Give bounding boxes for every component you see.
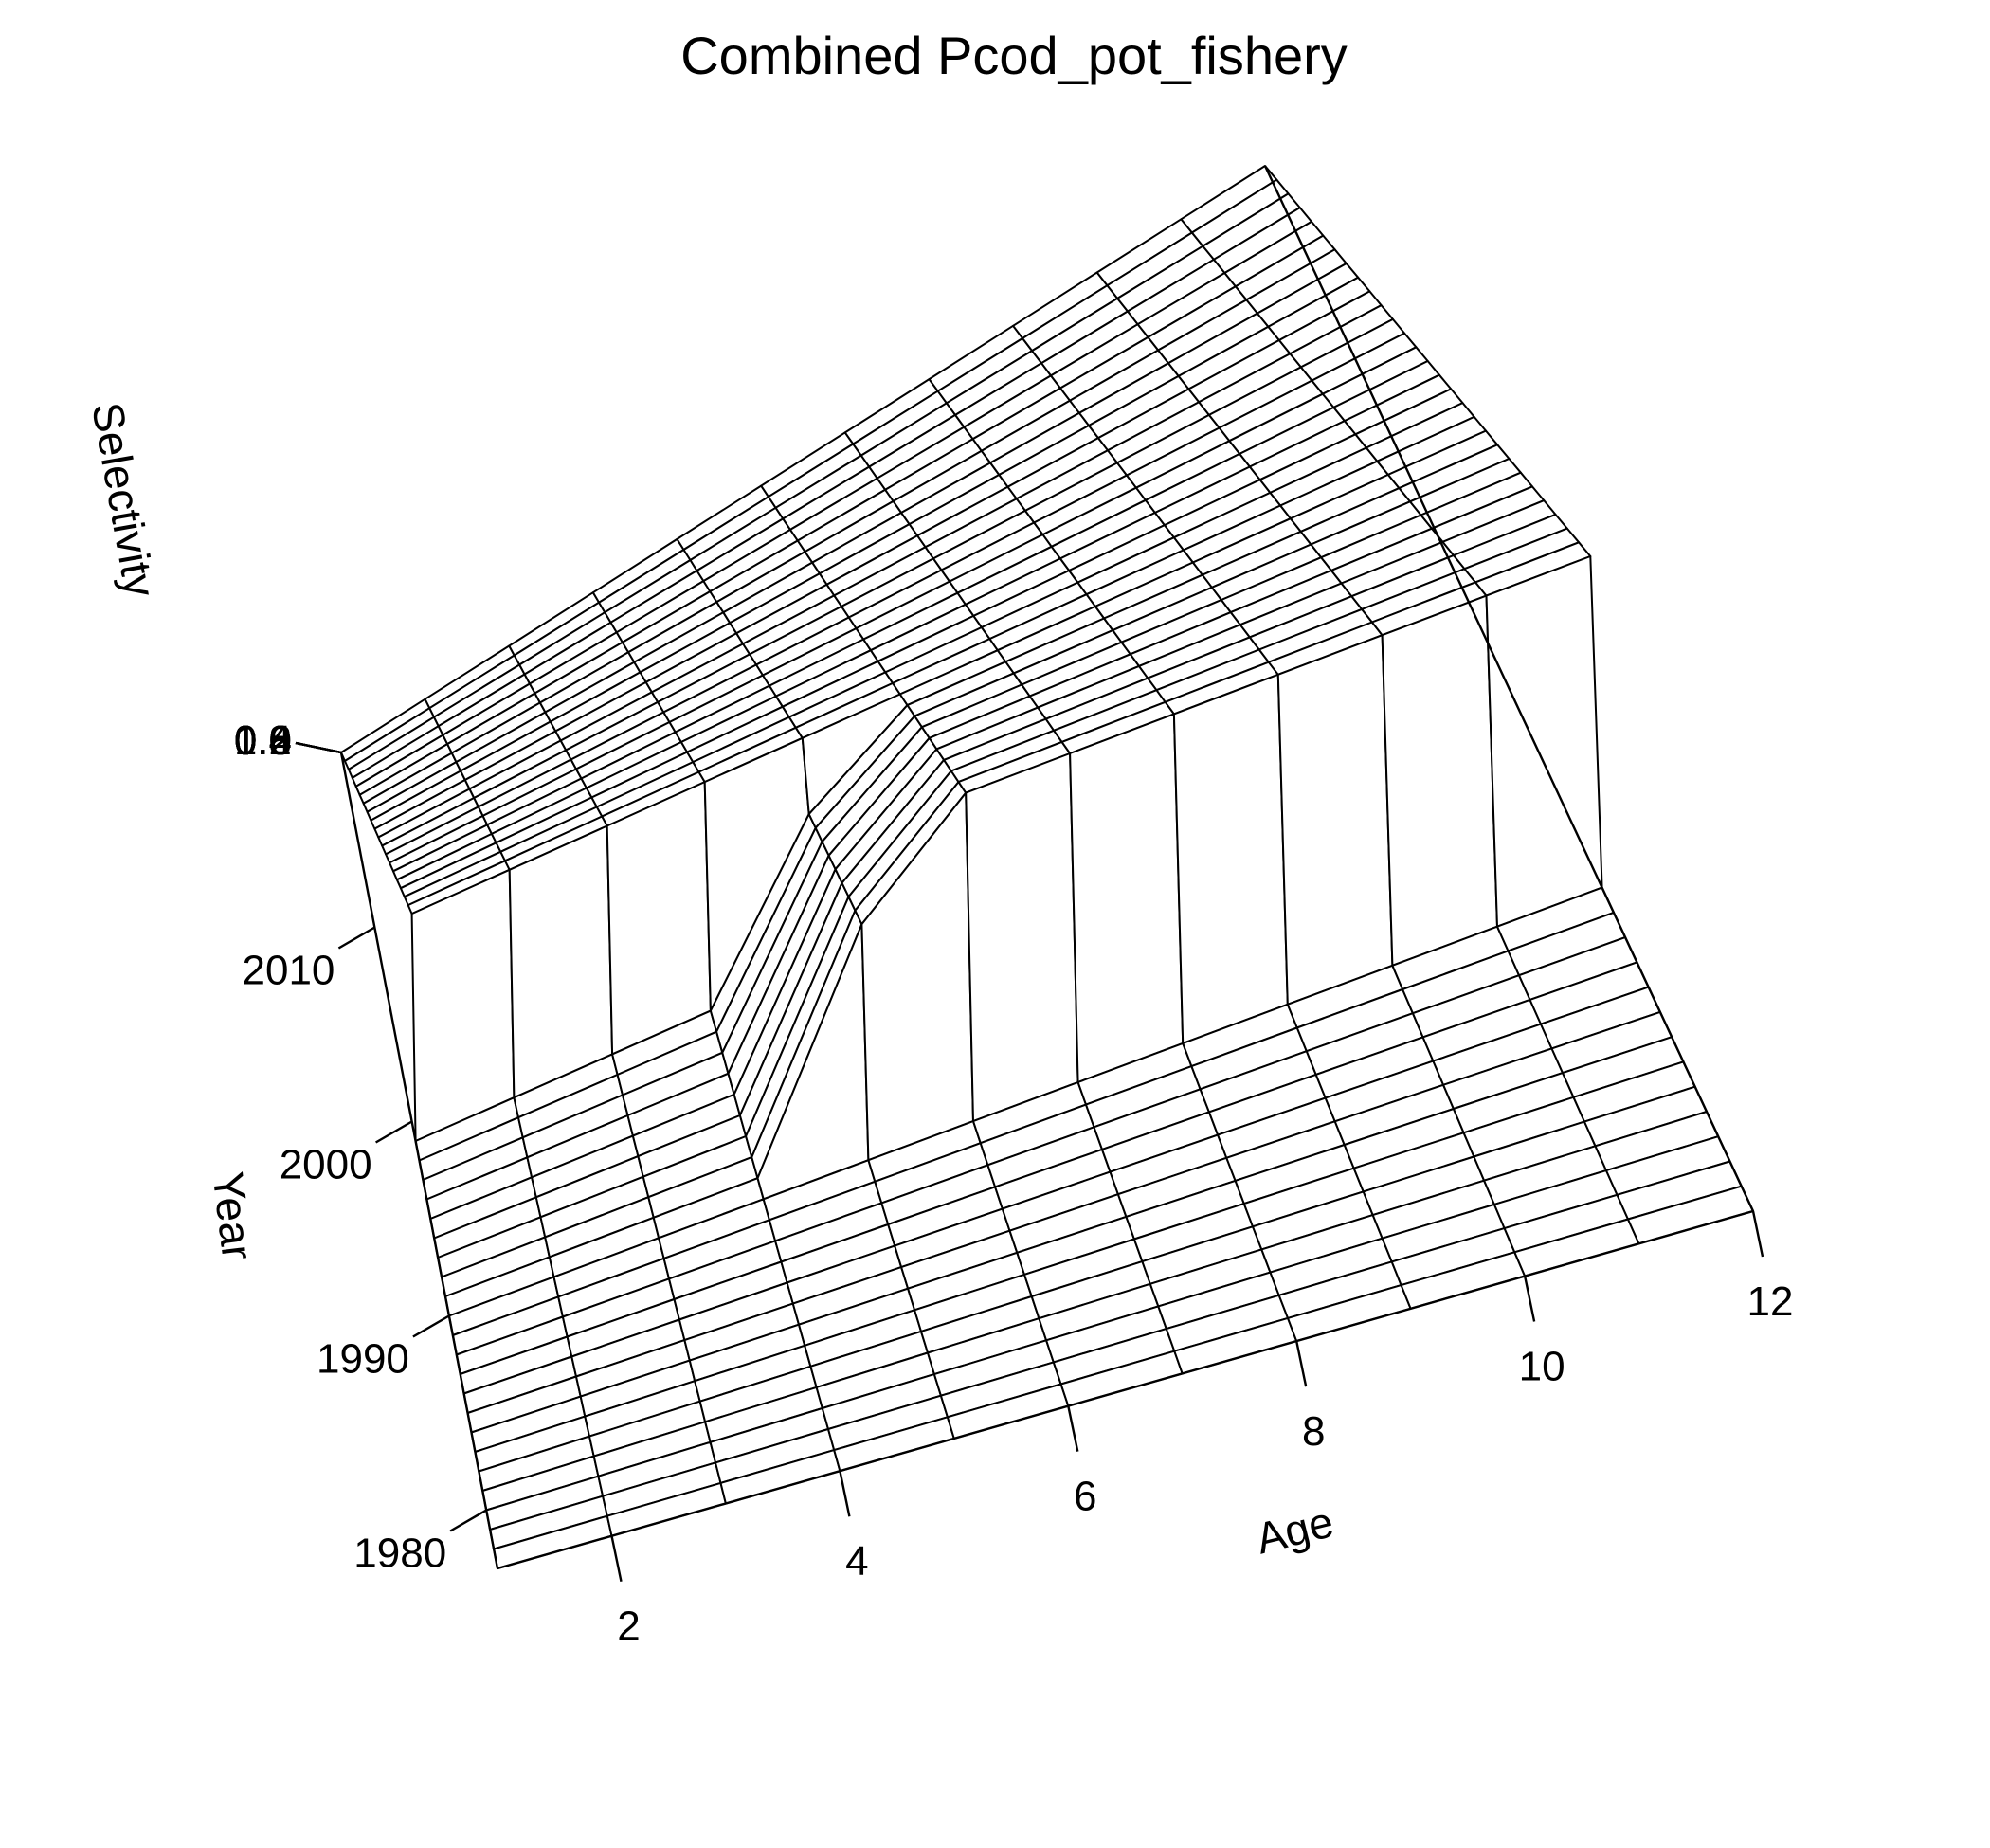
age-tick [1751,1210,1764,1258]
selectivity-tick-label: 0.0 [234,717,292,764]
surface-cell [410,868,516,1142]
age-tick [1295,1340,1308,1387]
selectivity-tick-label: 0.6 [234,717,292,764]
selectivity-tick-label: 0.2 [234,717,292,764]
axes [339,165,1755,1570]
age-tick [1523,1276,1536,1322]
year-tick-label: 1990 [317,1336,409,1383]
year-tick [337,926,376,950]
year-tick [412,1314,450,1338]
age-tick-label: 10 [1519,1344,1565,1390]
age-tick-label: 12 [1747,1278,1794,1325]
base-right-edge [1263,165,1755,1212]
age-tick [839,1470,851,1517]
x-axis-label: Age [1251,1496,1338,1563]
age-axis-line [497,1209,1754,1570]
year-tick-label: 2010 [243,948,335,994]
chart-title: Combined Pcod_pot_fishery [680,26,1348,85]
surface-cell [606,781,712,1056]
surface-cell [1485,555,1603,928]
tick-labels: 2 4 6 8 10 12 1980 1990 2000 2010 0.00.20.40.60.81… [234,717,1794,1650]
z-axis-label: Selectivity [82,399,165,601]
age-tick [1067,1405,1079,1452]
year-tick [449,1509,487,1532]
surface-cell [1172,673,1289,1044]
y-axis-label: Year [203,1169,262,1263]
surface-cell [1381,594,1498,967]
year-tick [374,1120,413,1144]
selectivity-tick-label: 1.0 [234,717,292,764]
surface-cell [965,752,1079,1123]
age-tick-label: 4 [845,1538,868,1585]
surface-cell [508,824,614,1099]
year-tick-label: 1980 [353,1531,446,1577]
selectivity-tick-label: 0.4 [234,717,292,764]
selectivity-surface [340,165,1754,1569]
age-tick-label: 8 [1302,1408,1325,1455]
selectivity-tick-label: 0.8 [234,717,292,764]
year-axis-line [339,752,499,1569]
year-tick-label: 2000 [280,1142,372,1188]
surface-cell [1276,634,1394,1006]
age-tick-label: 2 [617,1603,640,1650]
age-tick-label: 6 [1074,1474,1096,1520]
selectivity-tick [295,741,342,754]
surface-cell [1069,713,1185,1083]
age-tick [610,1535,623,1582]
